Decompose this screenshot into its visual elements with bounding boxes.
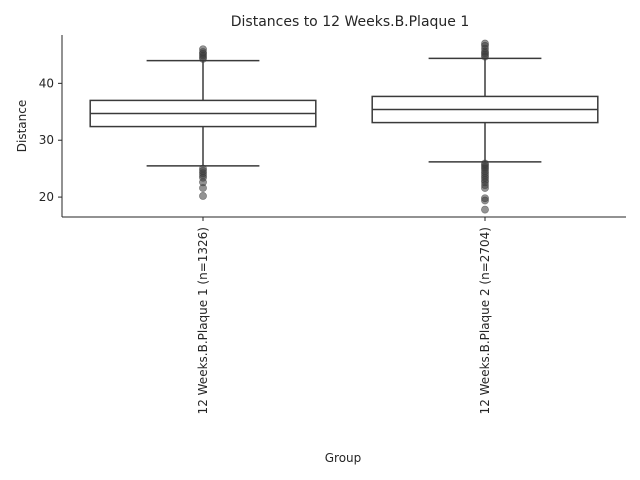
y-tick-label: 40 xyxy=(39,76,54,90)
x-axis-label: Group xyxy=(325,451,362,465)
chart-title: Distances to 12 Weeks.B.Plaque 1 xyxy=(231,14,470,30)
outlier-point xyxy=(199,192,207,200)
y-tick-label: 20 xyxy=(39,190,54,204)
y-tick-label: 30 xyxy=(39,133,54,147)
y-axis-label: Distance xyxy=(15,100,29,152)
box-group xyxy=(89,45,317,200)
outlier-point xyxy=(481,39,489,48)
outlier-point xyxy=(481,205,489,214)
box-series xyxy=(89,39,599,214)
x-ticks: 12 Weeks.B.Plaque 1 (n=1326) 12 Weeks.B.P… xyxy=(196,217,492,414)
box-group xyxy=(371,39,599,214)
x-tick-label: 12 Weeks.B.Plaque 1 (n=1326) xyxy=(196,227,210,414)
y-ticks: 20 30 40 xyxy=(39,76,62,204)
outlier-point xyxy=(199,184,207,192)
outlier-point xyxy=(481,184,489,192)
x-tick-label: 12 Weeks.B.Plaque 2 (n=2704) xyxy=(478,227,492,414)
outlier-point xyxy=(481,196,489,205)
outlier-point xyxy=(199,45,207,54)
